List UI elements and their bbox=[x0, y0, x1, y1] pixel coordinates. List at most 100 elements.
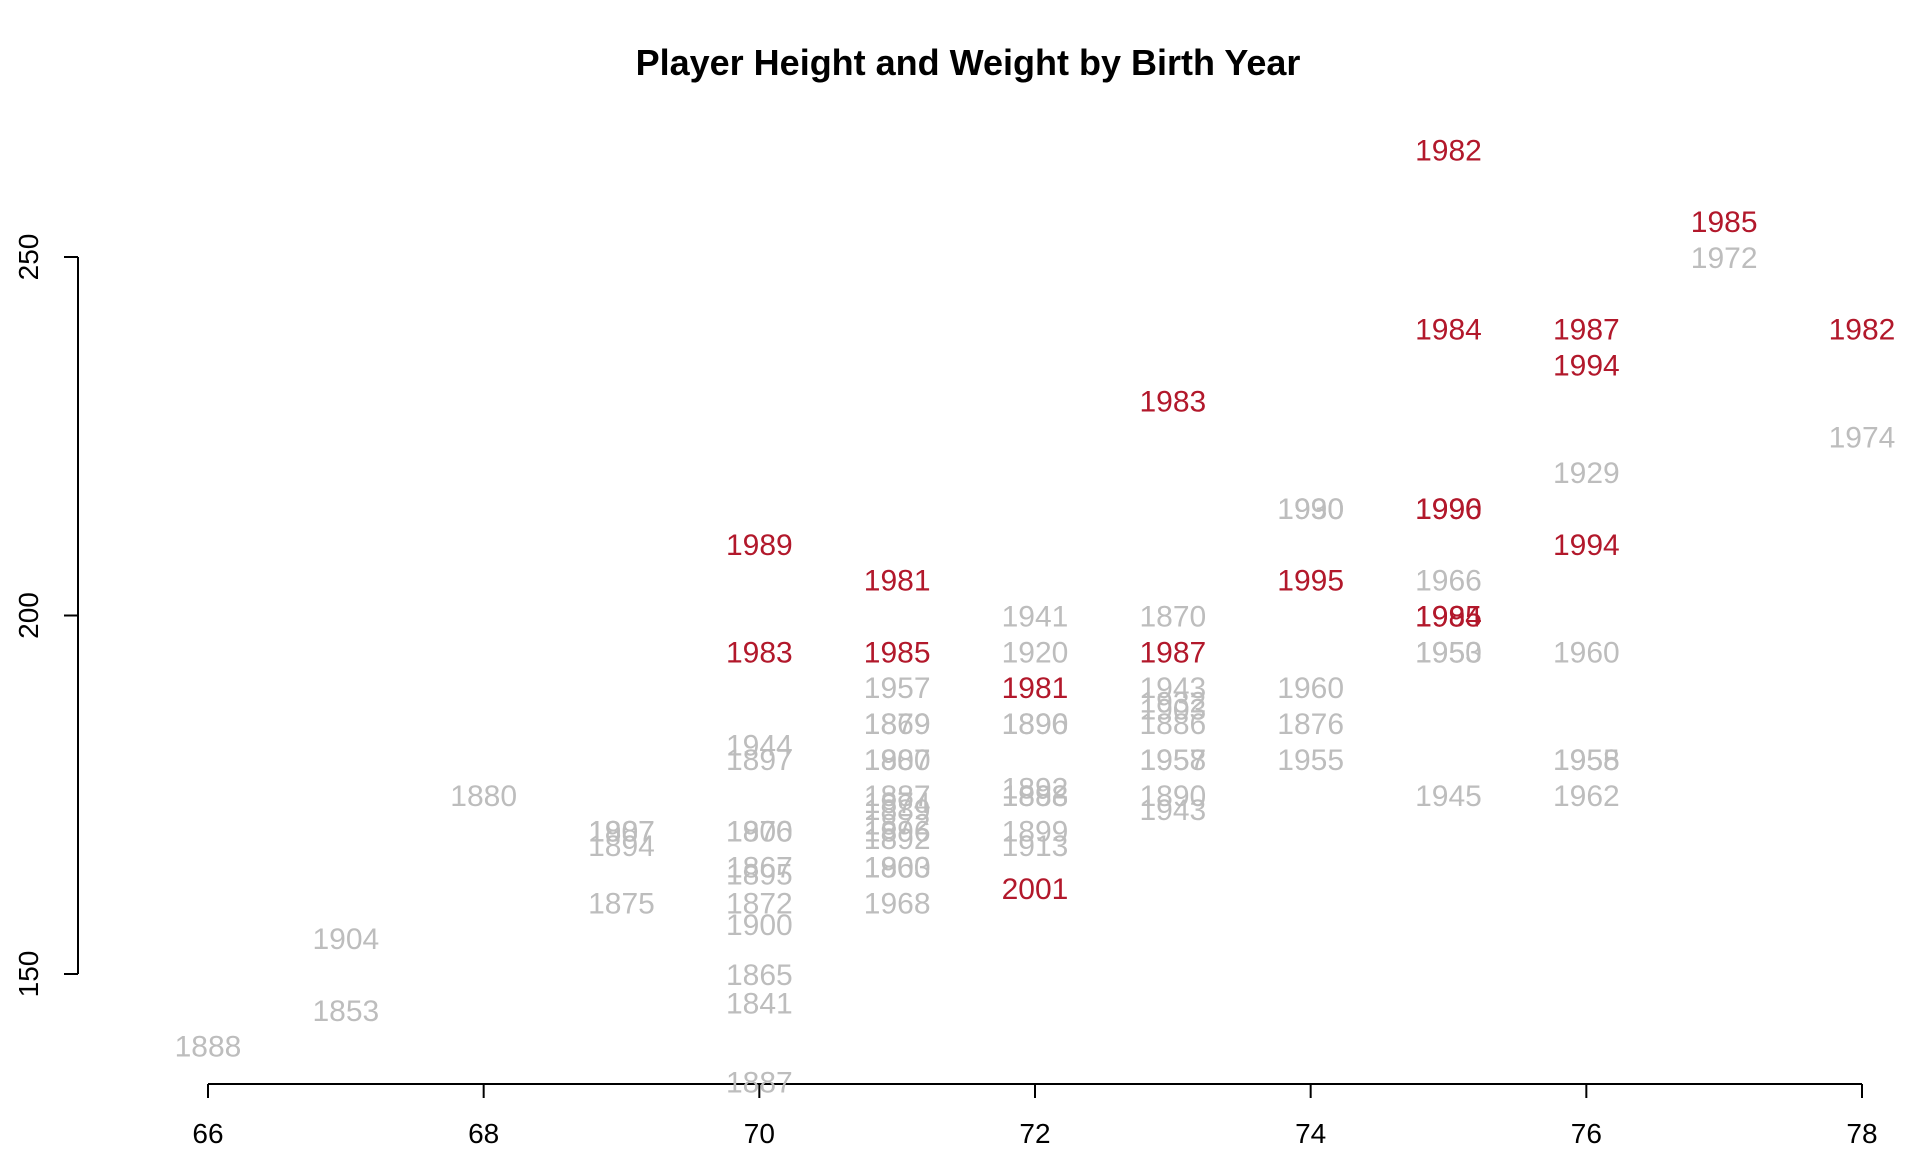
point-label-modern: 1995 bbox=[1415, 601, 1482, 634]
y-tick-label: 150 bbox=[13, 951, 44, 998]
point-label-historic: 1865 bbox=[726, 959, 793, 992]
point-label-historic: 1874 bbox=[864, 787, 931, 820]
point-label-historic: 1907 bbox=[588, 816, 655, 849]
point-label-historic: 1957 bbox=[1139, 744, 1206, 777]
point-label-historic: 1974 bbox=[1829, 421, 1896, 454]
point-label-historic: 1943 bbox=[1139, 794, 1206, 827]
y-tick-label: 200 bbox=[13, 592, 44, 639]
point-label-historic: 1941 bbox=[1002, 601, 1069, 634]
point-label-modern: 1995 bbox=[1277, 565, 1344, 598]
point-label-modern: 1982 bbox=[1829, 314, 1896, 347]
point-label-historic: 1953 bbox=[1415, 636, 1482, 669]
x-axis: 66 68 70 72 74 76 78 bbox=[192, 1083, 1878, 1149]
point-label-historic: 1950 bbox=[1415, 636, 1482, 669]
point-label-historic: 1904 bbox=[312, 923, 379, 956]
point-label-modern: 1983 bbox=[1139, 385, 1206, 418]
point-label-historic: 1888 bbox=[175, 1031, 242, 1064]
point-label-historic: 1888 bbox=[1002, 780, 1069, 813]
point-label-historic: 1872 bbox=[864, 808, 931, 841]
point-label-historic: 1990 bbox=[1277, 493, 1344, 526]
point-label-historic: 1880 bbox=[864, 744, 931, 777]
point-label-modern: 1990 bbox=[1415, 493, 1482, 526]
y-axis: 150 200 250 bbox=[13, 234, 79, 998]
point-label-historic: 1930 bbox=[1277, 493, 1344, 526]
point-label-historic: 1929 bbox=[1553, 457, 1620, 490]
point-label-historic: 1945 bbox=[1415, 780, 1482, 813]
point-label-modern: 1985 bbox=[1691, 206, 1758, 239]
point-label-historic: 1889 bbox=[864, 794, 931, 827]
y-tick-label: 250 bbox=[13, 234, 44, 281]
point-label-historic: 1958 bbox=[1553, 744, 1620, 777]
point-label-historic: 1932 bbox=[1139, 687, 1206, 720]
x-tick-label: 76 bbox=[1571, 1118, 1602, 1149]
point-label-historic: 1899 bbox=[1002, 816, 1069, 849]
point-label-modern: 1987 bbox=[1553, 314, 1620, 347]
point-label-modern: 1994 bbox=[1553, 529, 1620, 562]
point-label-historic: 1972 bbox=[1691, 242, 1758, 275]
point-label-modern: 2001 bbox=[1002, 873, 1069, 906]
point-label-historic: 1968 bbox=[864, 887, 931, 920]
point-label-historic: 1892 bbox=[1002, 773, 1069, 806]
point-label-modern: 1981 bbox=[864, 565, 931, 598]
point-label-modern: 1996 bbox=[1415, 493, 1482, 526]
point-label-modern: 1987 bbox=[1139, 636, 1206, 669]
point-label-historic: 1841 bbox=[726, 988, 793, 1021]
point-label-historic: 1870 bbox=[726, 816, 793, 849]
point-label-historic: 1887 bbox=[864, 780, 931, 813]
point-label-historic: 1896 bbox=[864, 816, 931, 849]
point-label-historic: 1957 bbox=[864, 672, 931, 705]
point-label-historic: 1853 bbox=[312, 995, 379, 1028]
x-tick-label: 68 bbox=[468, 1118, 499, 1149]
point-label-historic: 1943 bbox=[1139, 672, 1206, 705]
point-label-historic: 1890 bbox=[1139, 780, 1206, 813]
point-label-historic: 1890 bbox=[1002, 708, 1069, 741]
point-label-historic: 1955 bbox=[1277, 744, 1344, 777]
x-tick-label: 78 bbox=[1846, 1118, 1877, 1149]
point-label-historic: 1892 bbox=[864, 823, 931, 856]
point-label-historic: 1887 bbox=[726, 1067, 793, 1100]
point-label-historic: 1896 bbox=[1002, 708, 1069, 741]
point-label-historic: 1913 bbox=[1002, 830, 1069, 863]
point-label-historic: 1895 bbox=[726, 859, 793, 892]
point-label-modern: 1989 bbox=[726, 529, 793, 562]
x-tick-label: 74 bbox=[1295, 1118, 1326, 1149]
point-label-modern: 1982 bbox=[1415, 134, 1482, 167]
point-label-historic: 1876 bbox=[1277, 708, 1344, 741]
point-label-historic: 1906 bbox=[726, 816, 793, 849]
point-label-historic: 1894 bbox=[588, 830, 655, 863]
point-label-historic: 1907 bbox=[864, 744, 931, 777]
point-label-modern: 1981 bbox=[1002, 672, 1069, 705]
point-label-historic: 1869 bbox=[864, 708, 931, 741]
point-label-historic: 1880 bbox=[450, 780, 517, 813]
point-label-historic: 1966 bbox=[1415, 565, 1482, 598]
point-label-historic: 1960 bbox=[1277, 672, 1344, 705]
point-label-historic: 1897 bbox=[726, 744, 793, 777]
point-label-historic: 1960 bbox=[1553, 636, 1620, 669]
point-label-historic: 1958 bbox=[1139, 744, 1206, 777]
point-label-historic: 1893 bbox=[1002, 780, 1069, 813]
point-label-historic: 1875 bbox=[588, 887, 655, 920]
point-label-historic: 1920 bbox=[1002, 636, 1069, 669]
point-label-modern: 1984 bbox=[1415, 601, 1482, 634]
point-label-historic: 1944 bbox=[726, 730, 793, 763]
point-label-historic: 1962 bbox=[1553, 780, 1620, 813]
point-label-modern: 1983 bbox=[726, 636, 793, 669]
point-label-historic: 1886 bbox=[1139, 708, 1206, 741]
chart-title: Player Height and Weight by Birth Year bbox=[636, 42, 1301, 83]
point-label-historic: 1903 bbox=[864, 851, 931, 884]
point-label-historic: 1872 bbox=[726, 887, 793, 920]
point-label-historic: 1867 bbox=[726, 851, 793, 884]
point-label-historic: 1903 bbox=[1139, 694, 1206, 727]
point-label-historic: 1870 bbox=[1139, 601, 1206, 634]
x-tick-label: 70 bbox=[744, 1118, 775, 1149]
point-label-modern: 1985 bbox=[864, 636, 931, 669]
point-label-historic: 1955 bbox=[1553, 744, 1620, 777]
point-label-modern: 1984 bbox=[1415, 314, 1482, 347]
point-label-historic: 1860 bbox=[864, 851, 931, 884]
point-label-modern: 1994 bbox=[1553, 350, 1620, 383]
point-label-historic: 1900 bbox=[726, 909, 793, 942]
x-tick-label: 66 bbox=[192, 1118, 223, 1149]
x-tick-label: 72 bbox=[1019, 1118, 1050, 1149]
